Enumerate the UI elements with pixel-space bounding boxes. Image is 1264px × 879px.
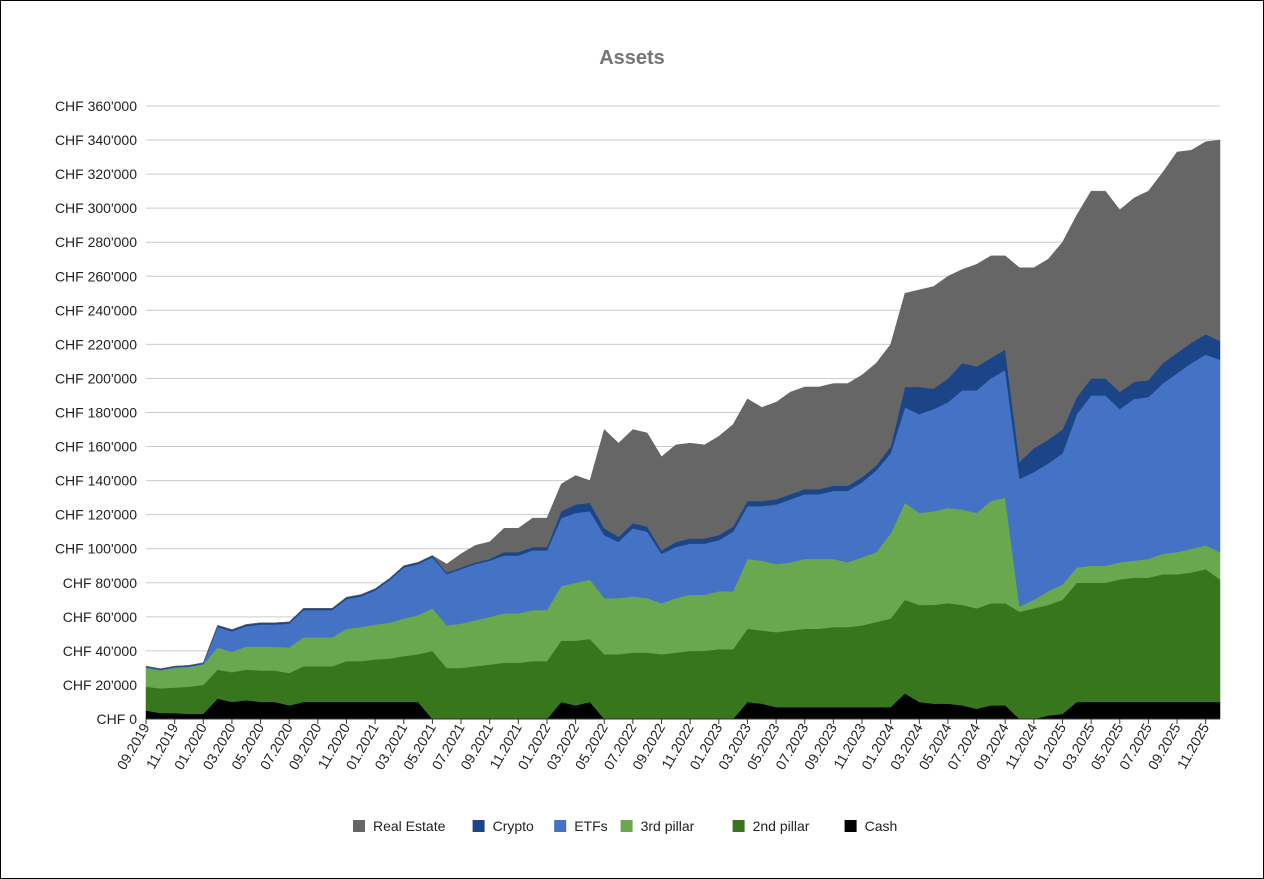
legend-label: 2nd pillar [753, 818, 810, 834]
y-tick-label: CHF 280'000 [55, 234, 137, 250]
stacked-areas [145, 139, 1221, 720]
legend-label: Crypto [493, 818, 534, 834]
y-tick-label: CHF 240'000 [55, 302, 137, 318]
y-tick-label: CHF 20'000 [63, 677, 137, 693]
legend-swatch [844, 820, 857, 832]
legend-swatch [472, 820, 485, 832]
legend-label: 3rd pillar [641, 818, 695, 834]
y-tick-label: CHF 140'000 [55, 473, 137, 489]
y-tick-label: CHF 40'000 [63, 643, 137, 659]
legend-swatch [620, 820, 633, 832]
y-tick-label: CHF 100'000 [55, 541, 137, 557]
legend-swatch [353, 820, 365, 832]
legend-swatch [732, 820, 745, 832]
x-axis: 09.201911.201901.202003.202005.202007.20… [113, 719, 1212, 772]
chart-title: Assets [599, 47, 665, 69]
y-tick-label: CHF 80'000 [63, 575, 137, 591]
y-tick-label: CHF 0 [97, 711, 138, 727]
chart-legend: Real Estate Crypto ETFs 3rd pillar 2nd pilla… [353, 818, 897, 834]
y-tick-label: CHF 320'000 [55, 166, 137, 182]
y-tick-label: CHF 220'000 [55, 336, 137, 352]
y-tick-label: CHF 260'000 [55, 268, 137, 284]
y-tick-label: CHF 160'000 [55, 439, 137, 455]
legend-swatch [554, 820, 567, 832]
series-area-real-estate [145, 139, 1221, 670]
y-tick-label: CHF 120'000 [55, 507, 137, 523]
legend-label: Real Estate [373, 818, 446, 834]
y-tick-label: CHF 200'000 [55, 370, 137, 386]
y-tick-label: CHF 340'000 [55, 132, 137, 148]
y-tick-label: CHF 360'000 [55, 98, 137, 114]
y-tick-label: CHF 180'000 [55, 405, 137, 421]
y-tick-label: CHF 300'000 [55, 200, 137, 216]
y-tick-label: CHF 60'000 [63, 609, 137, 625]
y-axis: CHF 0 CHF 20'000 CHF 40'000 CHF 60'000 CHF 8… [55, 98, 137, 727]
legend-label: Cash [865, 818, 898, 834]
legend-label: ETFs [574, 818, 607, 834]
